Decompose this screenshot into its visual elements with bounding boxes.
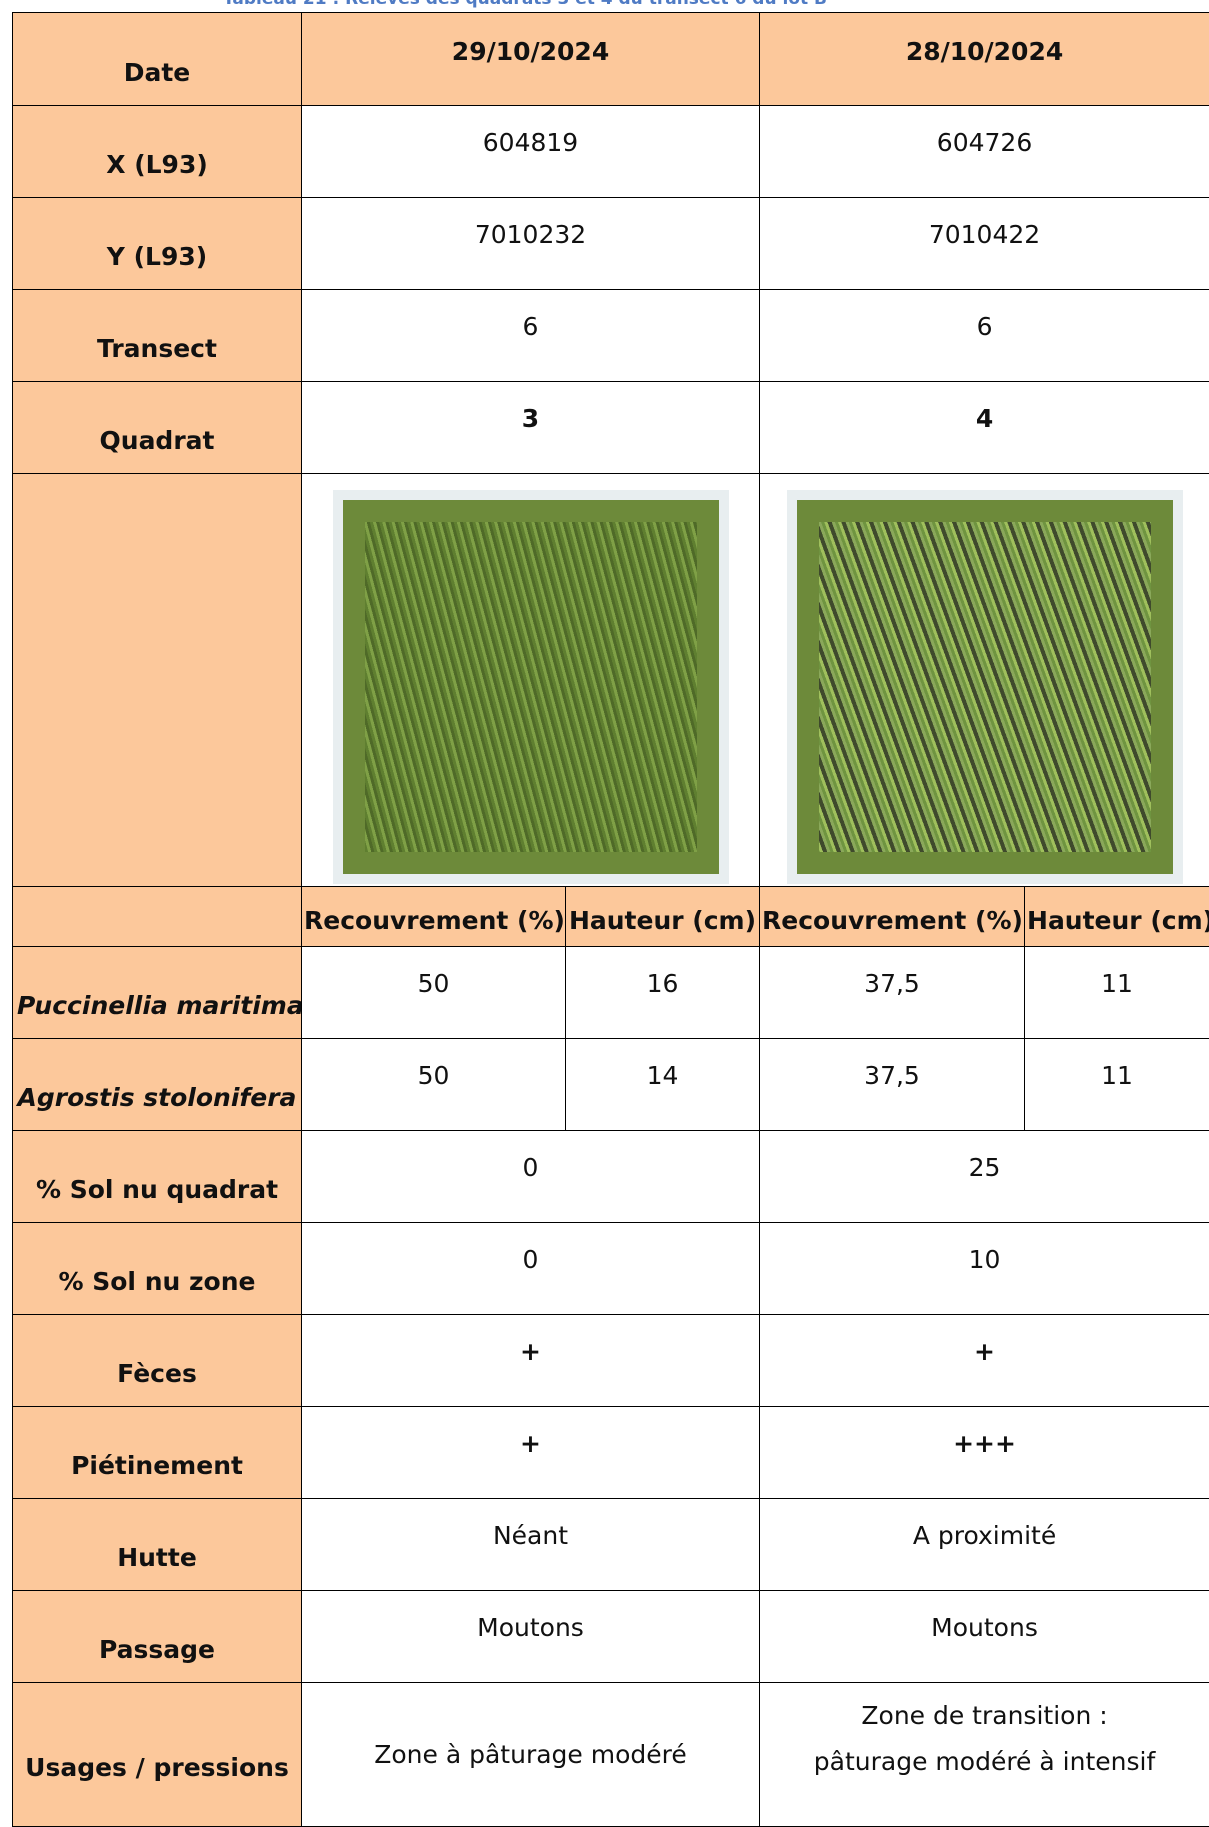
table-cell: % Sol nu zone: [13, 1223, 302, 1315]
table-cell: Transect: [13, 290, 302, 382]
table-cell: 11: [1025, 1039, 1209, 1131]
table-cell: Date: [13, 13, 302, 106]
table-cell: 10: [760, 1223, 1209, 1315]
table-cell: 3: [302, 382, 760, 474]
table-cell: Hauteur (cm): [566, 887, 760, 947]
table-cell: % Sol nu quadrat: [13, 1131, 302, 1223]
table-cell: Moutons: [302, 1591, 760, 1683]
table-cell: 28/10/2024: [760, 13, 1209, 106]
table-cell: 7010422: [760, 198, 1209, 290]
table-cell: Puccinellia maritima: [13, 947, 302, 1039]
table-cell: X (L93): [13, 106, 302, 198]
table-row: Fèces++: [13, 1315, 1209, 1407]
table-cell: 11: [1025, 947, 1209, 1039]
table-cell: [760, 474, 1209, 887]
table-cell: 6: [760, 290, 1209, 382]
table-row: Piétinement++++: [13, 1407, 1209, 1499]
table-cell: 25: [760, 1131, 1209, 1223]
quadrat-photo: [787, 490, 1183, 884]
table-cell: Recouvrement (%): [760, 887, 1025, 947]
table-row: [13, 474, 1209, 887]
table-cell: [13, 887, 302, 947]
quadrat-photo: [333, 490, 729, 884]
table-cell: 50: [302, 1039, 566, 1131]
cell-line: Zone de transition :: [764, 1693, 1205, 1739]
table-caption: Tableau 21 : Relevés des quadrats 3 et 4…: [0, 0, 1050, 9]
table-cell: 37,5: [760, 947, 1025, 1039]
table-cell: Hutte: [13, 1499, 302, 1591]
table-cell: Zone de transition :pâturage modéré à in…: [760, 1683, 1209, 1827]
table-cell: 7010232: [302, 198, 760, 290]
table-cell: Piétinement: [13, 1407, 302, 1499]
table-cell: Y (L93): [13, 198, 302, 290]
cell-line: pâturage modéré à intensif: [764, 1739, 1205, 1785]
table-cell: Agrostis stolonifera: [13, 1039, 302, 1131]
table-cell: 50: [302, 947, 566, 1039]
table-cell: Usages / pressions: [13, 1683, 302, 1827]
table-cell: Recouvrement (%): [302, 887, 566, 947]
table-cell: [13, 474, 302, 887]
table-cell: 16: [566, 947, 760, 1039]
table-cell: 6: [302, 290, 760, 382]
table-cell: 0: [302, 1131, 760, 1223]
table-cell: 604819: [302, 106, 760, 198]
table-cell: 37,5: [760, 1039, 1025, 1131]
table-cell: 14: [566, 1039, 760, 1131]
table-cell: 604726: [760, 106, 1209, 198]
table-cell: Zone à pâturage modéré: [302, 1683, 760, 1827]
table-cell: Quadrat: [13, 382, 302, 474]
table-cell: Hauteur (cm): [1025, 887, 1209, 947]
table-cell: +: [760, 1315, 1209, 1407]
table-cell: +++: [760, 1407, 1209, 1499]
table-cell: Moutons: [760, 1591, 1209, 1683]
table-cell: +: [302, 1407, 760, 1499]
table-cell: Passage: [13, 1591, 302, 1683]
table-cell: 0: [302, 1223, 760, 1315]
table-cell: Fèces: [13, 1315, 302, 1407]
table-cell: A proximité: [760, 1499, 1209, 1591]
table-cell: +: [302, 1315, 760, 1407]
table-cell: 29/10/2024: [302, 13, 760, 106]
table-cell: 4: [760, 382, 1209, 474]
table-row: Recouvrement (%)Hauteur (cm)Recouvrement…: [13, 887, 1209, 947]
table-cell: [302, 474, 760, 887]
table-cell: Néant: [302, 1499, 760, 1591]
